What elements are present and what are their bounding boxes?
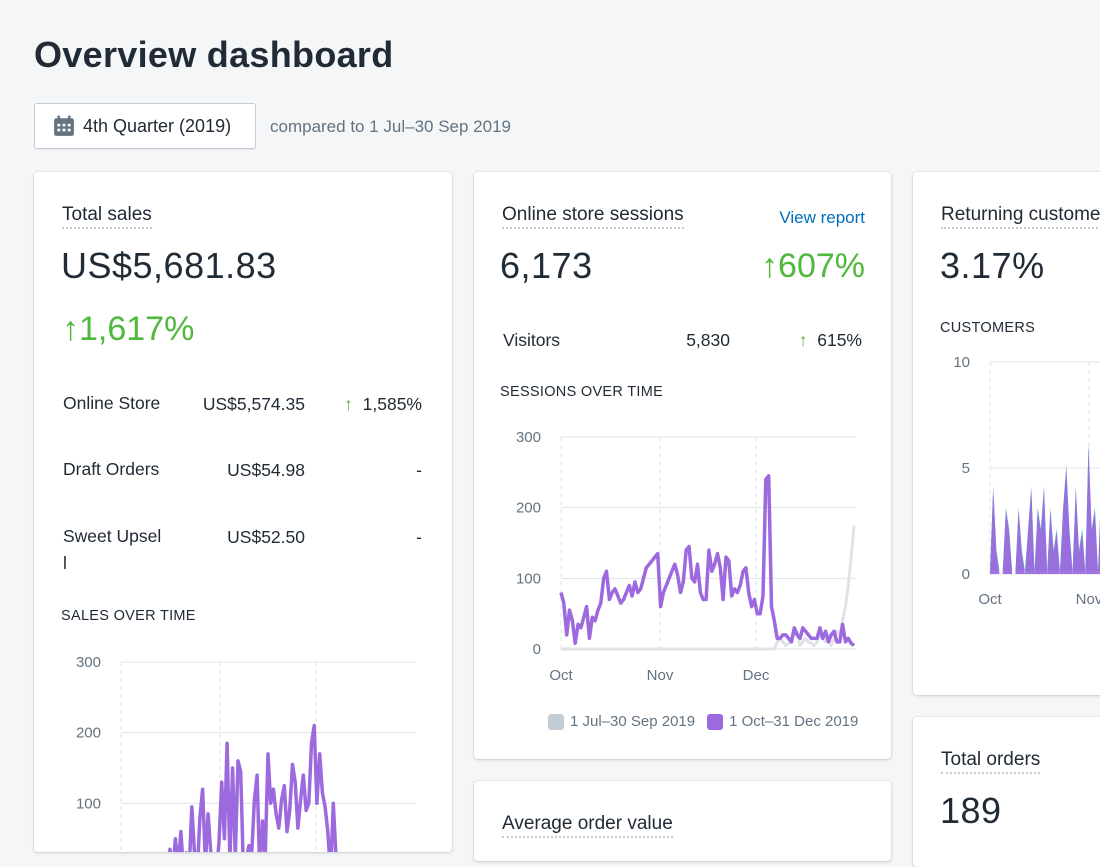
channel-change-value: 1,585% [362,394,422,414]
legend-label-current: 1 Oct–31 Dec 2019 [729,713,859,730]
legend-label-previous: 1 Jul–30 Sep 2019 [570,713,696,730]
average-order-card: Average order value [474,781,891,861]
total-orders-value: 189 [940,790,1002,831]
visitors-label: Visitors [503,330,561,350]
channel-value: US$52.50 [227,527,305,547]
visitors-change: ↑ 615% [774,330,862,351]
y-tick-label: 200 [76,725,101,742]
sales-chart: 100 200 300 [76,654,416,852]
channel-change: ↑ 1,585% [314,394,422,415]
channel-change-value: - [416,527,422,547]
legend-swatch-previous [548,713,564,730]
series-line-previous [561,525,856,651]
y-tick-label: 200 [516,500,541,517]
sessions-change: ↑607% [761,247,865,286]
y-tick-label: 300 [76,654,101,671]
total-sales-change-value: 1,617% [79,310,195,348]
calendar-icon [54,115,74,136]
chart-legend: 1 Jul–30 Sep 2019 1 Oct–31 Dec 2019 [548,713,858,730]
channel-label: Sweet Upsell [63,526,162,573]
visitors-value: 5,830 [686,330,730,350]
y-tick-label: 5 [962,460,970,477]
sales-chart-label: SALES OVER TIME [61,608,196,624]
customers-area [990,446,1100,574]
y-tick-label: 100 [76,795,101,812]
total-sales-change: ↑1,617% [62,310,194,349]
sessions-chart-label: SESSIONS OVER TIME [500,384,664,400]
date-range-label: 4th Quarter (2019) [83,115,232,136]
channel-label: Online Store [63,393,161,413]
view-report-link[interactable]: View report [779,208,865,227]
sessions-change-value: 607% [778,247,865,285]
up-arrow-icon: ↑ [62,310,79,348]
customers-chart: 0 5 10 Oct Nov [953,357,1100,608]
total-sales-value: US$5,681.83 [61,245,277,286]
x-tick-label: Dec [743,667,770,684]
x-tick-label: Oct [549,667,573,684]
channel-change: - [314,527,422,548]
average-order-title[interactable]: Average order value [502,813,673,838]
up-arrow-icon: ↑ [798,330,808,350]
series-line-current [559,474,856,647]
sessions-title[interactable]: Online store sessions [502,204,684,229]
up-arrow-icon: ↑ [344,394,353,414]
x-tick-label: Nov [1076,591,1100,608]
channel-value: US$5,574.35 [202,394,305,414]
legend-swatch-current [707,713,724,730]
compare-text: compared to 1 Jul–30 Sep 2019 [270,117,512,136]
returning-value: 3.17% [940,245,1045,286]
y-tick-label: 0 [962,566,970,583]
y-tick-label: 300 [516,429,541,446]
returning-title[interactable]: Returning customer rate [941,204,1100,229]
sessions-chart: 0 100 200 300 Oct Nov Dec [516,429,856,684]
channel-label: Draft Orders [63,459,160,479]
total-orders-title[interactable]: Total orders [941,749,1041,774]
channel-change: - [314,460,422,481]
y-tick-label: 10 [953,357,970,371]
date-range-button[interactable]: 4th Quarter (2019) [34,103,256,149]
total-sales-card: Total sales US$5,681.83 ↑1,617% Online S… [34,172,452,852]
series-line-current [167,723,338,852]
y-tick-label: 100 [516,570,541,587]
y-tick-label: 0 [533,641,541,658]
total-orders-card: Total orders 189 [913,717,1100,867]
sessions-value: 6,173 [500,245,593,286]
channel-change-value: - [416,460,422,480]
x-tick-label: Nov [647,667,674,684]
up-arrow-icon: ↑ [761,247,779,285]
visitors-change-value: 615% [817,330,862,350]
page-title: Overview dashboard [34,34,394,75]
returning-card: Returning customer rate 3.17% CUSTOMERS … [913,172,1100,695]
x-tick-label: Oct [978,591,1002,608]
total-sales-title[interactable]: Total sales [62,204,152,229]
sessions-card: Online store sessions View report 6,173 … [474,172,891,759]
customers-chart-label: CUSTOMERS [940,320,1036,336]
channel-value: US$54.98 [227,460,305,480]
